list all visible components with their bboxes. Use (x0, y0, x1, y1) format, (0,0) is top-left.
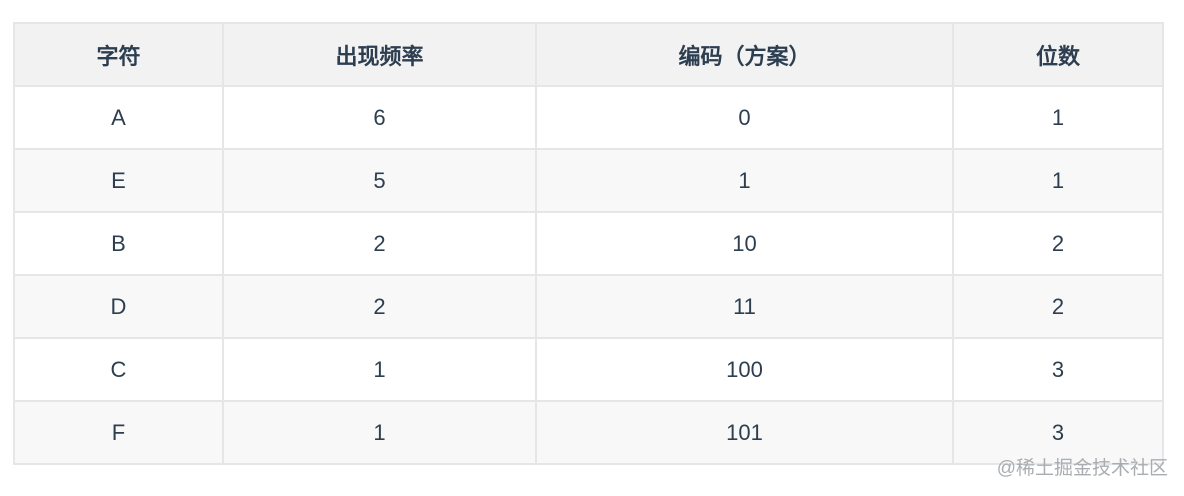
cell-frequency: 2 (222, 274, 537, 339)
table-row: F 1 101 3 (13, 400, 1164, 465)
cell-frequency: 2 (222, 211, 537, 276)
table-row: C 1 100 3 (13, 337, 1164, 402)
cell-char: D (13, 274, 224, 339)
cell-frequency: 5 (222, 148, 537, 213)
encoding-table: 字符 出现频率 编码（方案） 位数 A 6 0 1 E 5 1 1 B 2 10 2 D 2 11 2 C 1 10… (13, 22, 1164, 465)
cell-char: F (13, 400, 224, 465)
cell-bits: 2 (952, 211, 1164, 276)
cell-code: 10 (535, 211, 954, 276)
cell-code: 11 (535, 274, 954, 339)
header-frequency: 出现频率 (222, 22, 537, 87)
cell-bits: 3 (952, 400, 1164, 465)
cell-char: B (13, 211, 224, 276)
cell-code: 0 (535, 85, 954, 150)
header-row: 字符 出现频率 编码（方案） 位数 (13, 22, 1164, 87)
cell-bits: 2 (952, 274, 1164, 339)
table-row: D 2 11 2 (13, 274, 1164, 339)
cell-code: 100 (535, 337, 954, 402)
table-row: B 2 10 2 (13, 211, 1164, 276)
cell-bits: 3 (952, 337, 1164, 402)
cell-frequency: 6 (222, 85, 537, 150)
cell-bits: 1 (952, 148, 1164, 213)
cell-frequency: 1 (222, 337, 537, 402)
cell-char: C (13, 337, 224, 402)
cell-code: 1 (535, 148, 954, 213)
header-char: 字符 (13, 22, 224, 87)
cell-frequency: 1 (222, 400, 537, 465)
watermark: @稀土掘金技术社区 (996, 458, 1168, 479)
cell-char: A (13, 85, 224, 150)
cell-code: 101 (535, 400, 954, 465)
cell-bits: 1 (952, 85, 1164, 150)
header-bits: 位数 (952, 22, 1164, 87)
cell-char: E (13, 148, 224, 213)
header-code: 编码（方案） (535, 22, 954, 87)
